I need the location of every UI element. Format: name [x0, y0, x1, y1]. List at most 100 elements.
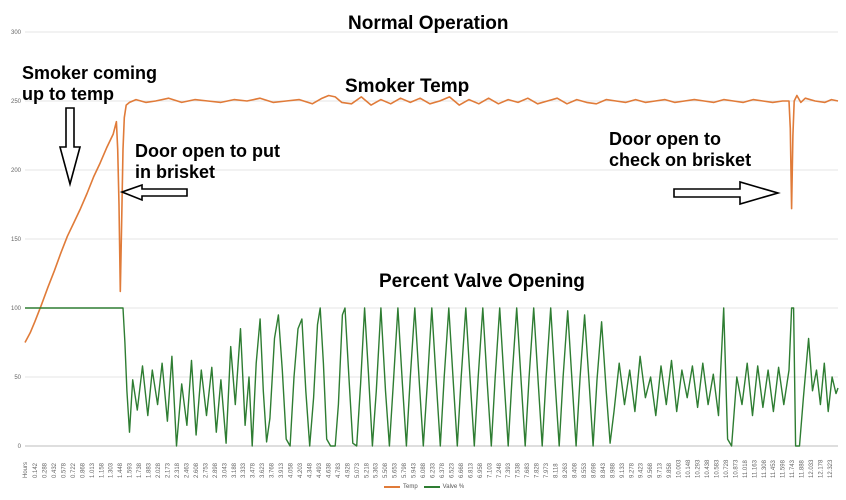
x-tick-label: 7.103	[487, 462, 493, 478]
x-tick-label: 9.278	[629, 462, 635, 478]
door-open-put-annotation: Door open to put in brisket	[135, 141, 280, 182]
y-tick-label: 300	[11, 30, 22, 36]
x-tick-label: 3.188	[232, 462, 238, 478]
x-tick-label: 11.308	[762, 459, 768, 478]
y-axis-ticks: 0 50 100 150 200 250 300	[11, 30, 22, 450]
x-tick-label: 1.448	[118, 462, 124, 478]
chart-title: Normal Operation	[348, 13, 509, 34]
x-tick-label: 2.028	[156, 462, 162, 478]
x-tick-label: 2.753	[203, 462, 209, 478]
x-tick-label: 8.698	[591, 462, 597, 478]
x-tick-label: 11.743	[790, 459, 796, 478]
x-tick-label: 4.058	[289, 462, 295, 478]
x-tick-label: 10.583	[714, 459, 720, 478]
y-tick-label: 0	[18, 444, 22, 450]
x-tick-label: 2.608	[194, 462, 200, 478]
x-tick-label: 5.218	[364, 462, 370, 478]
x-tick-label: 12.323	[828, 459, 834, 478]
x-tick-label: 5.363	[374, 462, 380, 478]
legend-swatch-valve	[423, 486, 440, 488]
legend-item-valve: Valve %	[423, 484, 464, 490]
x-tick-label: 6.668	[459, 462, 465, 478]
x-tick-label: 5.653	[393, 462, 399, 478]
legend-swatch-temp	[384, 486, 400, 488]
y-tick-label: 250	[11, 99, 22, 105]
x-tick-label: 2.898	[213, 462, 219, 478]
x-tick-label: 5.943	[412, 462, 418, 478]
x-tick-label: 9.568	[648, 462, 654, 478]
coming-up-annotation: Smoker coming up to temp	[22, 63, 158, 104]
x-tick-label: 10.438	[705, 459, 711, 478]
x-tick-label: 3.043	[222, 462, 228, 478]
x-tick-label: 3.623	[260, 462, 266, 478]
x-tick-label: 3.478	[251, 462, 257, 478]
x-tick-label: 10.293	[696, 459, 702, 478]
x-tick-label: 4.783	[336, 462, 342, 478]
x-tick-label: 11.018	[743, 459, 749, 478]
x-tick-label: 7.538	[516, 462, 522, 478]
x-tick-label: 1.593	[128, 462, 134, 478]
temp-series-line	[24, 94, 839, 343]
x-tick-label: 9.133	[620, 462, 626, 478]
x-tick-label: 1.013	[90, 462, 96, 478]
x-tick-label: 7.828	[535, 462, 541, 478]
x-tick-label: 3.913	[279, 462, 285, 478]
x-tick-label: 4.348	[307, 462, 313, 478]
legend-label-temp: Temp	[403, 484, 418, 490]
x-tick-label: 11.598	[781, 459, 787, 478]
x-tick-label: 5.508	[383, 462, 389, 478]
x-tick-label: 4.638	[326, 462, 332, 478]
x-tick-label: 7.683	[525, 462, 531, 478]
x-tick-label: 10.873	[733, 459, 739, 478]
right-arrow-icon	[673, 180, 781, 206]
x-tick-label: 6.378	[440, 462, 446, 478]
x-tick-label: 11.888	[800, 459, 806, 478]
x-tick-label: 4.493	[317, 462, 323, 478]
x-tick-label: 4.203	[298, 462, 304, 478]
x-tick-label: 7.393	[506, 462, 512, 478]
smoker-temp-label: Smoker Temp	[345, 76, 470, 97]
x-tick-label: 1.883	[147, 462, 153, 478]
x-tick-label: 8.843	[601, 462, 607, 478]
y-tick-label: 100	[11, 306, 22, 312]
x-tick-label: 1.738	[137, 462, 143, 478]
x-tick-label: 0.432	[52, 462, 58, 478]
x-tick-label: 0.578	[61, 462, 67, 478]
x-tick-label: 9.423	[639, 462, 645, 478]
x-tick-label: 7.973	[544, 462, 550, 478]
x-tick-label: 1.158	[99, 462, 105, 478]
x-tick-label: 10.728	[724, 459, 730, 478]
left-arrow-icon	[119, 183, 188, 202]
x-tick-label: 5.798	[402, 462, 408, 478]
x-axis-title: Hours	[23, 462, 29, 478]
x-tick-label: 8.118	[554, 463, 560, 478]
x-tick-label: 2.318	[175, 462, 181, 478]
y-tick-label: 50	[14, 375, 21, 381]
series-lines	[24, 94, 839, 447]
y-tick-label: 200	[11, 168, 22, 174]
x-tick-label: 6.523	[449, 462, 455, 478]
x-tick-label: 0.288	[42, 462, 48, 478]
valve-series-line	[25, 307, 839, 447]
annotation-arrows	[58, 107, 781, 206]
valve-opening-label: Percent Valve Opening	[379, 271, 585, 292]
x-tick-label: 0.142	[33, 462, 39, 478]
x-tick-label: 9.858	[667, 462, 673, 478]
x-tick-label: 8.988	[610, 462, 616, 478]
x-tick-label: 12.178	[819, 459, 825, 478]
y-tick-label: 150	[11, 237, 22, 243]
x-tick-label: 6.958	[478, 462, 484, 478]
x-tick-label: 5.073	[355, 462, 361, 478]
x-tick-label: 0.722	[71, 462, 77, 478]
x-tick-label: 11.453	[771, 459, 777, 478]
x-tick-label: 4.928	[345, 462, 351, 478]
x-tick-label: 0.868	[80, 462, 86, 478]
x-tick-label: 10.148	[686, 459, 692, 478]
legend-item-temp: Temp	[384, 484, 418, 490]
x-tick-label: 8.408	[572, 462, 578, 478]
x-tick-label: 2.173	[166, 462, 172, 478]
x-tick-label: 9.713	[658, 462, 664, 478]
x-tick-label: 11.163	[752, 459, 758, 478]
x-tick-label: 12.033	[809, 459, 815, 478]
